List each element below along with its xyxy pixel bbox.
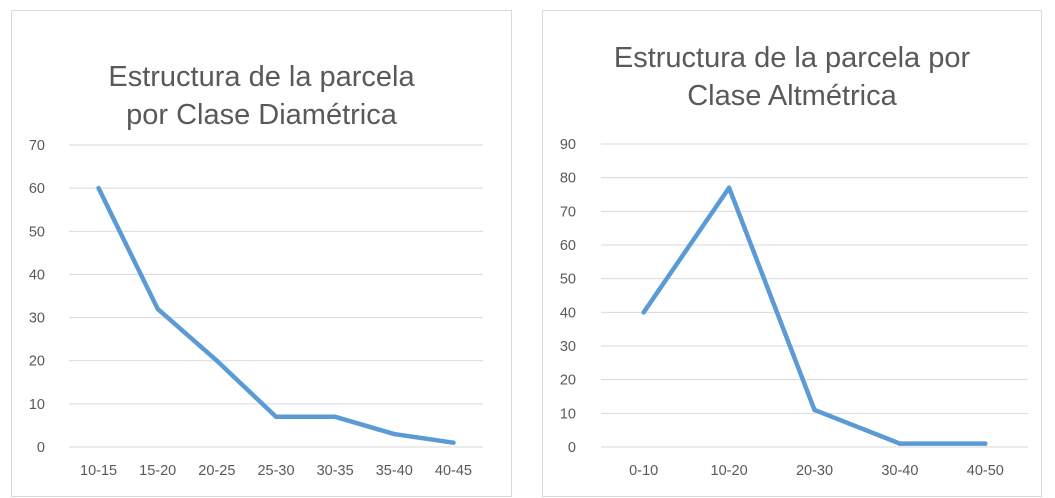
y-tick-label: 30 [29,311,45,327]
chart-plot: 0 10 20 30 40 50 60 70 80 90 0-10 10-20 20-30 30-40 40… [560,137,1028,479]
chart-diametrica: Estructura de la parcela por Clase Diamé… [11,10,512,497]
x-tick-label: 25-30 [257,463,294,479]
y-tick-label: 20 [29,354,45,370]
chart-title-line-1: Estructura de la parcela por [613,42,971,74]
x-tick-label: 10-15 [80,463,117,479]
chart-title-line-2: Clase Altmétrica [687,80,897,112]
data-point [155,306,160,312]
data-point [812,407,817,413]
x-tick-label: 30-40 [881,463,918,479]
y-tick-label: 60 [29,181,45,197]
series-line [96,185,456,445]
x-tick-label: 20-25 [198,463,235,479]
x-tick-label: 20-30 [796,463,833,479]
data-point [983,441,988,446]
y-tick-label: 10 [560,406,576,422]
y-tick-label: 10 [29,397,45,413]
x-tick-label: 35-40 [376,463,413,479]
y-tick-label: 20 [560,373,576,389]
x-tick-label: 10-20 [711,463,748,479]
series-line [641,185,988,446]
y-tick-label: 40 [29,267,45,283]
x-tick-label: 15-20 [139,463,176,479]
y-tick-label: 50 [29,224,45,240]
data-point [96,185,101,191]
data-point [641,310,646,315]
data-point [273,414,279,419]
x-tick-label: 30-35 [317,463,354,479]
data-point [332,414,338,419]
chart-title-line-2: por Clase Diamétrica [126,99,397,131]
y-tick-label: 50 [560,272,576,288]
data-point [451,440,456,445]
y-tick-label: 90 [560,137,576,153]
x-tick-label: 40-45 [435,463,472,479]
y-tick-label: 0 [37,440,45,456]
chart-altmetrica: Estructura de la parcela por Clase Altmé… [542,10,1042,497]
y-tick-label: 0 [568,440,576,456]
y-tick-label: 60 [560,238,576,254]
data-point [214,358,220,363]
chart-title: Estructura de la parcela por Clase Altmé… [543,39,1041,115]
x-tick-label: 40-50 [967,463,1004,479]
y-tick-label: 80 [560,171,576,187]
data-point [392,431,397,437]
data-point [726,185,732,190]
y-tick-label: 70 [560,204,576,220]
y-tick-label: 30 [560,339,576,355]
chart-title-line-1: Estructura de la parcela [108,61,415,93]
y-tick-label: 70 [29,138,45,154]
x-tick-label: 0-10 [629,463,658,479]
data-point [897,441,903,446]
chart-plot: 0 10 20 30 40 50 60 70 10-15 15-20 20-25 25-30 30-35… [29,138,483,479]
chart-title: Estructura de la parcela por Clase Diamé… [12,58,511,134]
y-tick-label: 40 [560,305,576,321]
